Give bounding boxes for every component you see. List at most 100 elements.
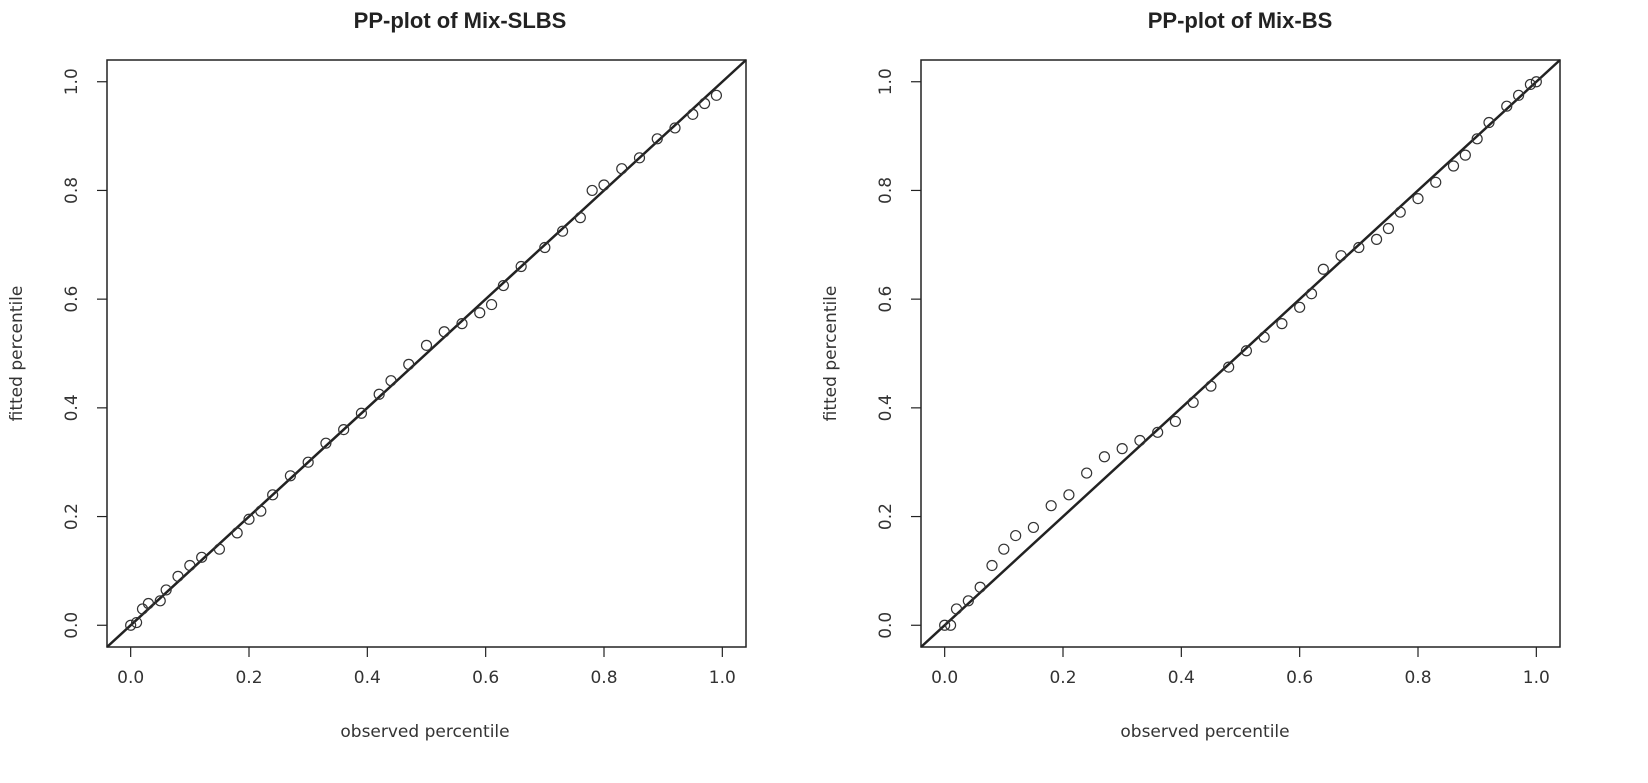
- y-tick-label: 1.0: [876, 68, 896, 95]
- x-axis-label: observed percentile: [1120, 722, 1289, 742]
- data-point: [320, 437, 332, 449]
- data-point: [998, 543, 1010, 555]
- data-point: [403, 358, 415, 370]
- plot-frame: [920, 59, 1561, 648]
- data-point: [1394, 206, 1406, 218]
- data-point: [950, 603, 963, 615]
- data-point: [243, 513, 255, 525]
- data-point: [142, 597, 155, 610]
- data-point: [515, 260, 527, 273]
- x-axis-label: observed percentile: [340, 722, 509, 742]
- y-axis-label: fitted percentile: [821, 286, 841, 422]
- data-point: [338, 423, 350, 436]
- data-point: [1524, 78, 1537, 91]
- data-point: [1512, 89, 1525, 101]
- data-point: [1240, 345, 1253, 357]
- y-tick-label: 0.0: [876, 612, 896, 639]
- data-point: [456, 318, 468, 330]
- y-tick-label: 1.0: [62, 68, 82, 95]
- data-point: [154, 595, 166, 607]
- data-point: [1412, 192, 1424, 205]
- data-point: [385, 375, 397, 387]
- data-point: [267, 489, 279, 501]
- data-point: [474, 307, 486, 319]
- data-point: [136, 603, 149, 615]
- data-point: [1223, 361, 1235, 373]
- data-point: [944, 619, 957, 631]
- data-point: [986, 559, 998, 572]
- data-point: [184, 559, 196, 572]
- y-axis-label: fitted percentile: [7, 286, 27, 422]
- data-point: [1530, 76, 1542, 88]
- y-tick-label: 0.2: [876, 503, 896, 530]
- y-tick-label: 0.8: [876, 177, 896, 204]
- data-point: [1459, 149, 1471, 161]
- reference-line: [106, 59, 747, 648]
- data-point: [497, 279, 510, 292]
- data-point: [633, 152, 646, 164]
- x-tick-label: 0.0: [117, 668, 144, 688]
- data-point: [160, 584, 172, 596]
- data-point: [556, 225, 569, 237]
- data-point: [698, 97, 711, 110]
- data-point: [1116, 443, 1128, 455]
- data-point: [420, 339, 433, 351]
- plot-frame: [106, 59, 747, 648]
- plot-panel-1: PP-plot of Mix-SLBS 0.0 0.2 0.4 0.6 0.8 1.0 0.0…: [7, 8, 747, 742]
- data-point: [172, 570, 184, 582]
- data-point: [1430, 176, 1442, 188]
- x-tick-label: 0.4: [1168, 668, 1195, 688]
- reference-line: [920, 59, 1561, 648]
- data-point: [1081, 467, 1093, 479]
- data-point: [1276, 318, 1288, 330]
- data-point: [1169, 415, 1182, 428]
- y-tick-label: 0.4: [876, 394, 896, 421]
- data-point: [616, 163, 628, 175]
- data-point: [196, 551, 208, 563]
- y-tick-label: 0.8: [62, 177, 82, 204]
- data-point: [1187, 396, 1199, 409]
- data-point: [974, 581, 986, 593]
- data-point: [1483, 116, 1495, 129]
- data-point: [1027, 521, 1040, 534]
- x-tick-label: 0.2: [1049, 668, 1076, 688]
- data-point: [669, 122, 681, 134]
- chart-title: PP-plot of Mix-SLBS: [354, 8, 567, 33]
- data-point: [586, 184, 598, 197]
- x-tick-label: 0.4: [354, 668, 381, 688]
- data-point: [1045, 500, 1057, 512]
- data-point: [539, 241, 551, 254]
- data-point: [1098, 451, 1111, 463]
- y-tick-label: 0.6: [876, 286, 896, 313]
- data-point: [302, 456, 314, 468]
- x-tick-label: 0.2: [235, 668, 262, 688]
- data-point: [1010, 529, 1022, 542]
- data-point: [1258, 331, 1270, 343]
- data-point: [1063, 489, 1075, 501]
- data-point: [1134, 434, 1146, 447]
- data-point: [1370, 233, 1383, 245]
- data-point: [1382, 222, 1395, 235]
- data-point: [355, 407, 368, 419]
- x-tick-label: 0.6: [472, 668, 499, 688]
- x-tick-label: 0.8: [590, 668, 617, 688]
- data-point: [373, 388, 385, 400]
- data-point: [1471, 133, 1483, 145]
- data-point: [1335, 250, 1347, 262]
- data-point: [130, 616, 143, 629]
- data-point: [939, 619, 951, 631]
- data-point: [962, 595, 974, 607]
- data-point: [438, 326, 450, 338]
- data-point: [255, 505, 267, 517]
- x-tick-label: 0.0: [931, 668, 958, 688]
- data-point: [710, 89, 723, 101]
- data-point: [687, 108, 699, 120]
- data-point: [1353, 241, 1365, 254]
- plot-panel-2: PP-plot of Mix-BS 0.0 0.2 0.4 0.6 0.8 1.0 0.0 0.…: [821, 8, 1561, 742]
- y-tick-label: 0.6: [62, 286, 82, 313]
- data-point: [125, 619, 137, 631]
- x-tick-label: 1.0: [709, 668, 736, 688]
- x-tick-label: 0.8: [1404, 668, 1431, 688]
- data-point: [231, 527, 243, 539]
- data-point: [651, 133, 663, 145]
